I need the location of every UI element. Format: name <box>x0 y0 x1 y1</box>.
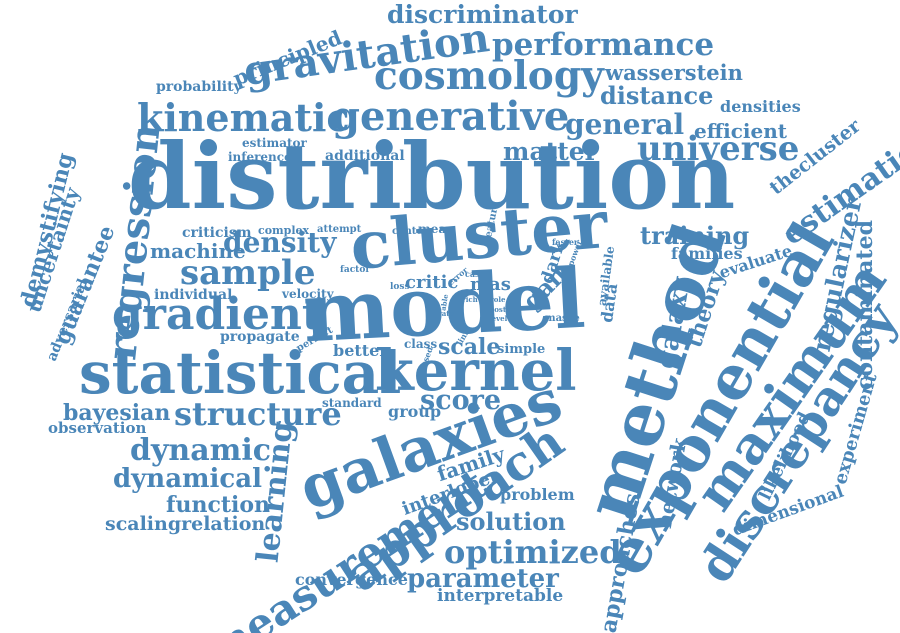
word-performance: performance <box>492 27 715 63</box>
word-interpretable: interpretable <box>437 586 564 606</box>
word-function: function <box>166 492 271 518</box>
word-gradient: gradient <box>112 289 323 340</box>
word-discriminator: discriminator <box>387 0 578 29</box>
word-velocity: velocity <box>282 287 334 301</box>
word-solution: solution <box>456 507 566 536</box>
word-families: families <box>671 244 743 263</box>
word-rich: rich <box>462 295 478 304</box>
word-attempt: attempt <box>317 224 362 235</box>
word-density: density <box>223 226 337 259</box>
word-standard: standard <box>322 396 382 410</box>
word-class: class <box>404 337 438 351</box>
word-dynamic: dynamic <box>130 433 272 468</box>
word-simple: simple <box>497 342 546 357</box>
word-additional: additional <box>325 148 405 164</box>
word-kinematic: kinematic <box>137 95 350 140</box>
word-factor: factor <box>340 265 371 275</box>
word-better: better <box>333 341 388 360</box>
word-probability: probability <box>156 79 242 95</box>
word-convergence: convergence <box>295 570 408 589</box>
word-dynamical: dynamical <box>113 464 262 494</box>
word-propagate: propagate <box>220 329 300 345</box>
word-distribution: distribution <box>128 124 736 230</box>
word-complex: complex <box>258 224 310 237</box>
word-level: level <box>489 314 508 323</box>
word-faster: faster <box>552 237 579 247</box>
word-scalingrelation: scalingrelation <box>105 513 266 535</box>
word-criticism: criticism <box>182 225 252 241</box>
word-distance: distance <box>600 81 714 110</box>
word-loss: loss <box>390 282 410 292</box>
word-inference: inference <box>228 150 292 164</box>
word-scale: scale <box>438 334 501 360</box>
word-efficient: efficient <box>694 119 788 143</box>
word-kernel: kernel <box>375 338 577 404</box>
word-densities: densities <box>720 97 801 116</box>
word-parameter: parameter <box>407 564 559 594</box>
word-rate: rate <box>438 309 454 318</box>
word-statistical: statistical <box>79 339 402 407</box>
word-problem: problem <box>500 485 575 504</box>
word-matter: matter <box>503 137 598 166</box>
word-score: score <box>420 385 502 416</box>
word-contaminated: contaminated <box>851 220 878 390</box>
word-mas: mas <box>470 274 511 295</box>
word-cost: cost <box>490 305 507 314</box>
word-group: group <box>388 402 442 421</box>
word-machine: machine <box>150 239 246 263</box>
word-mean: mean <box>418 222 455 236</box>
word-able: able <box>438 293 451 312</box>
word-optimized: optimized <box>444 533 622 571</box>
word-center: center <box>392 226 428 237</box>
word-estimator: estimator <box>242 136 307 150</box>
word-critic: critic <box>405 272 459 293</box>
word-case: case <box>465 269 485 279</box>
word-general: general <box>565 108 685 141</box>
word-training: training <box>640 221 750 250</box>
word-sample: sample <box>180 253 316 293</box>
word-structure: structure <box>174 395 342 433</box>
word-universe: universe <box>637 129 800 169</box>
word-bayesian: bayesian <box>63 400 171 426</box>
word-generative: generative <box>332 93 570 140</box>
word-data: data <box>597 282 622 324</box>
word-cosmology: cosmology <box>374 53 604 99</box>
word-masse: masse <box>545 313 580 324</box>
word-individual: individual <box>154 287 233 303</box>
word-wasserstein: wasserstein <box>605 60 743 85</box>
word-role: role <box>490 295 506 304</box>
word-observation: observation <box>48 419 147 437</box>
